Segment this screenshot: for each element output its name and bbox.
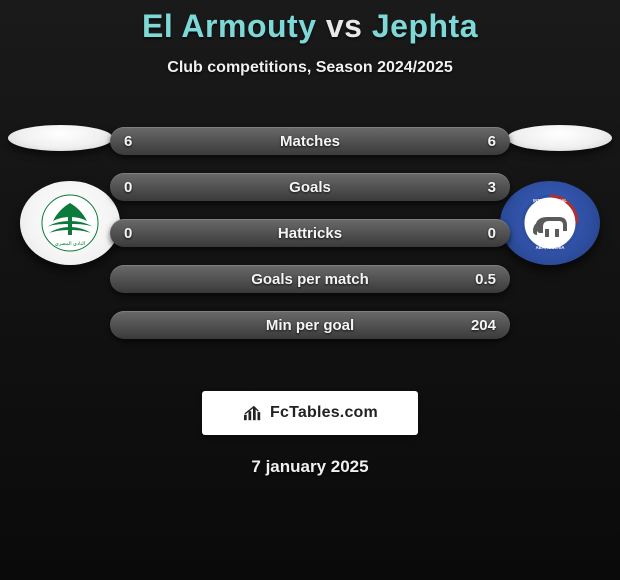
stat-right-value: 0.5 bbox=[460, 271, 496, 288]
stat-row-min-per-goal: Min per goal 204 bbox=[110, 311, 510, 339]
watermark-badge: FcTables.com bbox=[202, 391, 418, 435]
player2-name: Jephta bbox=[372, 8, 478, 44]
stats-stage: النادي المصري INTERNATIONAL ABA, NIGERIA… bbox=[0, 105, 620, 365]
stat-row-hattricks: 0 Hattricks 0 bbox=[110, 219, 510, 247]
stat-right-value: 6 bbox=[460, 133, 496, 150]
stat-left-value: 0 bbox=[124, 225, 160, 242]
stat-row-goals: 0 Goals 3 bbox=[110, 173, 510, 201]
subtitle: Club competitions, Season 2024/2025 bbox=[0, 59, 620, 77]
svg-text:INTERNATIONAL: INTERNATIONAL bbox=[533, 198, 567, 203]
watermark-text: FcTables.com bbox=[270, 404, 378, 422]
eagle-icon: النادي المصري bbox=[35, 193, 105, 253]
stat-right-value: 0 bbox=[460, 225, 496, 242]
stat-label: Goals bbox=[110, 179, 510, 196]
stat-row-goals-per-match: Goals per match 0.5 bbox=[110, 265, 510, 293]
stat-left-value: 6 bbox=[124, 133, 160, 150]
stat-label: Hattricks bbox=[110, 225, 510, 242]
stat-row-matches: 6 Matches 6 bbox=[110, 127, 510, 155]
stat-right-value: 3 bbox=[460, 179, 496, 196]
player1-nameplate-ellipse bbox=[8, 125, 113, 151]
vs-label: vs bbox=[326, 8, 363, 44]
svg-text:النادي المصري: النادي المصري bbox=[55, 241, 85, 247]
player1-club-badge: النادي المصري bbox=[20, 181, 120, 265]
player2-nameplate-ellipse bbox=[507, 125, 612, 151]
elephant-icon: INTERNATIONAL ABA, NIGERIA bbox=[515, 193, 585, 253]
stat-label: Min per goal bbox=[110, 317, 510, 334]
stat-left-value: 0 bbox=[124, 179, 160, 196]
svg-text:ABA, NIGERIA: ABA, NIGERIA bbox=[536, 245, 565, 250]
player1-name: El Armouty bbox=[142, 8, 317, 44]
date-label: 7 january 2025 bbox=[0, 457, 620, 477]
bar-chart-icon bbox=[242, 404, 264, 422]
player2-club-badge: INTERNATIONAL ABA, NIGERIA bbox=[500, 181, 600, 265]
stat-right-value: 204 bbox=[460, 317, 496, 334]
stat-label: Matches bbox=[110, 133, 510, 150]
comparison-title: El Armouty vs Jephta bbox=[0, 0, 620, 45]
stat-label: Goals per match bbox=[110, 271, 510, 288]
